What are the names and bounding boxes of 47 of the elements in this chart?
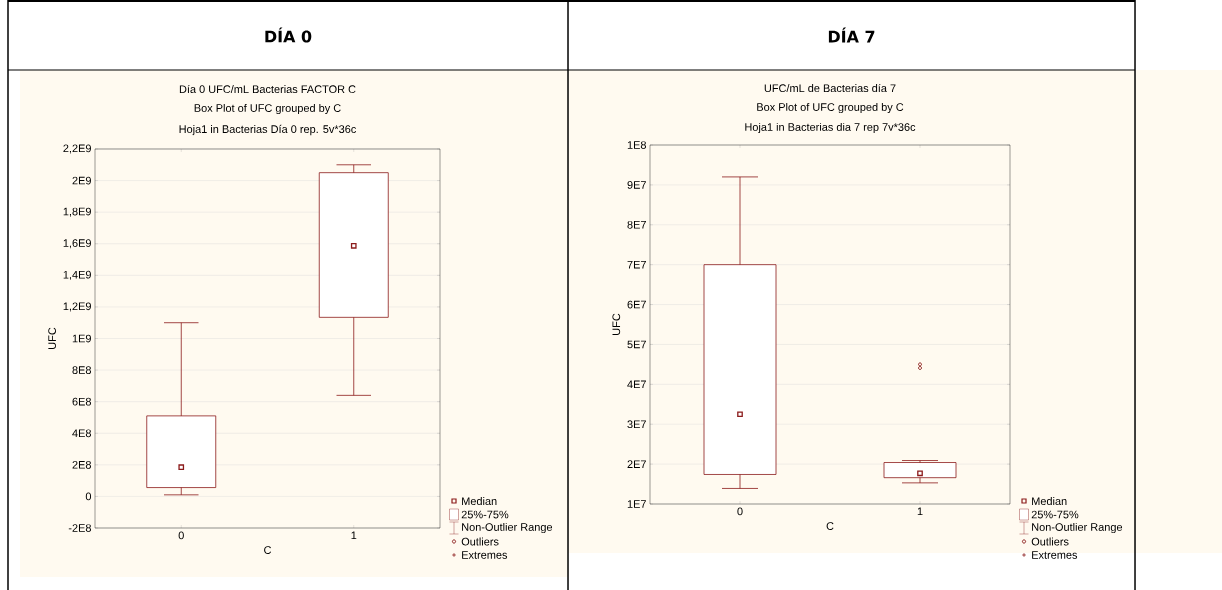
text: Median — [1032, 496, 1067, 506]
y-tick-label: 1E7 — [627, 500, 646, 508]
y-tick-label: 8E8 — [72, 366, 91, 374]
y-tick-label: 1,2E9 — [63, 302, 91, 312]
text: Hoja1 in Bacterias Día 0 rep. 5v*36c — [179, 124, 357, 136]
y-tick-label: 6E7 — [627, 300, 646, 309]
y-tick-label: 4E8 — [72, 429, 91, 438]
text: Outliers — [461, 537, 499, 546]
x-axis-title: C — [826, 522, 834, 530]
x-tick-label: 1 — [917, 507, 923, 516]
y-tick-label: 2E9 — [72, 176, 91, 185]
y-axis-title: UFC — [612, 313, 621, 335]
chart-title: DÍA 0 — [265, 27, 312, 43]
y-tick-label: 3E7 — [627, 420, 646, 429]
text: 25%-75% — [1031, 510, 1079, 519]
text: Box Plot of UFC grouped by C — [757, 102, 904, 114]
text: Outliers — [1031, 537, 1069, 546]
chart-subtitle: Día 0 UFC/mL Bacterias FACTOR C — [179, 84, 356, 94]
chart-title: DÍA 7 — [828, 27, 875, 43]
y-tick-label: 9E7 — [627, 181, 646, 189]
x-axis-title: C — [264, 546, 272, 554]
chart-subtitle: UFC/mL de Bacterias día 7 — [764, 83, 896, 93]
y-tick-label: 8E7 — [627, 220, 646, 229]
y-tick-label: 1,6E9 — [63, 239, 91, 249]
text: Box Plot of UFC grouped by C — [194, 103, 341, 115]
y-tick-label: 1E8 — [627, 141, 646, 149]
y-tick-label: 2,2E9 — [63, 144, 91, 154]
y-tick-label: -2E8 — [68, 524, 91, 532]
y-tick-label: 1,8E9 — [63, 207, 91, 217]
y-tick-label: 2E7 — [627, 460, 646, 468]
text: Non-Outlier Range — [462, 522, 553, 534]
text: Median — [462, 496, 497, 506]
y-tick-label: 2E8 — [72, 460, 91, 469]
y-tick-label: 6E8 — [72, 397, 91, 406]
y-tick-label: 1E9 — [72, 334, 91, 343]
y-tick-label: 7E7 — [627, 260, 646, 269]
y-tick-label: 4E7 — [627, 380, 646, 389]
y-tick-label: 1,4E9 — [63, 270, 91, 280]
y-tick-label: 0 — [85, 492, 92, 501]
y-axis-title: UFC — [48, 327, 56, 349]
text: 25%-75% — [461, 510, 509, 519]
text: Non-Outlier Range — [1032, 522, 1123, 534]
text: Extremes — [462, 551, 508, 559]
x-tick-label: 1 — [351, 531, 357, 540]
y-tick-label: 5E7 — [627, 340, 646, 349]
text: Hoja1 in Bacterias dia 7 rep 7v*36c — [745, 122, 916, 134]
text: Extremes — [1032, 551, 1078, 559]
